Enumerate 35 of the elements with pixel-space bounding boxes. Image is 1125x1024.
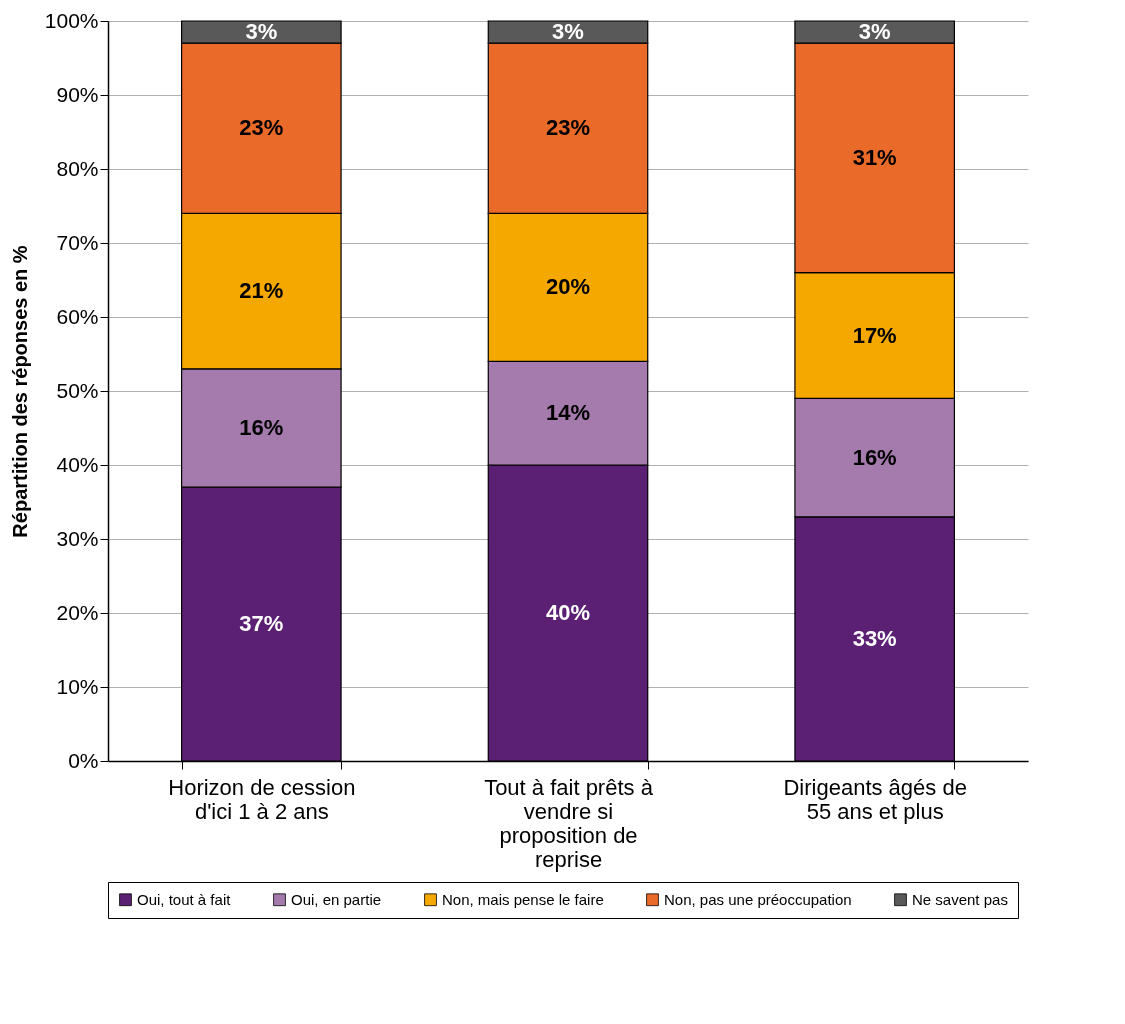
text: 3%	[245, 19, 278, 45]
legend-label: Ne savent pas	[912, 890, 1008, 908]
y-tick-label: 100%	[44, 8, 99, 32]
text: 21%	[239, 278, 284, 304]
y-tick-label: 50%	[56, 378, 99, 402]
y-tick-label: 60%	[56, 304, 99, 328]
text: 3%	[858, 19, 891, 45]
y-tick-label: 20%	[56, 600, 99, 624]
text: 16%	[852, 444, 897, 470]
legend-label: Oui, en partie	[291, 890, 382, 908]
y-tick-label: 70%	[56, 230, 99, 254]
text: 23%	[239, 115, 284, 141]
legend-label: Non, pas une préoccupation	[664, 890, 852, 908]
text: 17%	[852, 322, 897, 348]
text: 16%	[239, 415, 284, 440]
y-tick-label: 40%	[56, 452, 99, 476]
text: 20%	[545, 274, 591, 300]
text: 23%	[545, 115, 591, 141]
y-tick-label: 90%	[56, 82, 99, 106]
text: 14%	[545, 400, 591, 426]
y-tick-label: 30%	[56, 526, 99, 550]
text: 37%	[239, 611, 284, 637]
y-tick-label: 80%	[56, 156, 99, 180]
y-tick-label: 10%	[56, 674, 99, 698]
text: 3%	[552, 19, 584, 45]
x-tick-label: Tout à fait prêts à vendre si proposition de reprise	[484, 774, 654, 872]
legend-label: Oui, tout à fait	[137, 890, 232, 908]
legend-label: Non, mais pense le faire	[442, 890, 604, 908]
x-tick-label: Dirigeants âgés de 55 ans et plus	[783, 774, 967, 824]
x-tick-label: Horizon de cession d'ici 1 à 2 ans	[168, 774, 356, 824]
y-tick-label: 0%	[68, 748, 99, 772]
text: 31%	[852, 144, 897, 170]
text: 33%	[852, 625, 897, 651]
text: 40%	[545, 600, 591, 625]
y-axis-title: Répartition des réponses en %	[8, 245, 31, 538]
